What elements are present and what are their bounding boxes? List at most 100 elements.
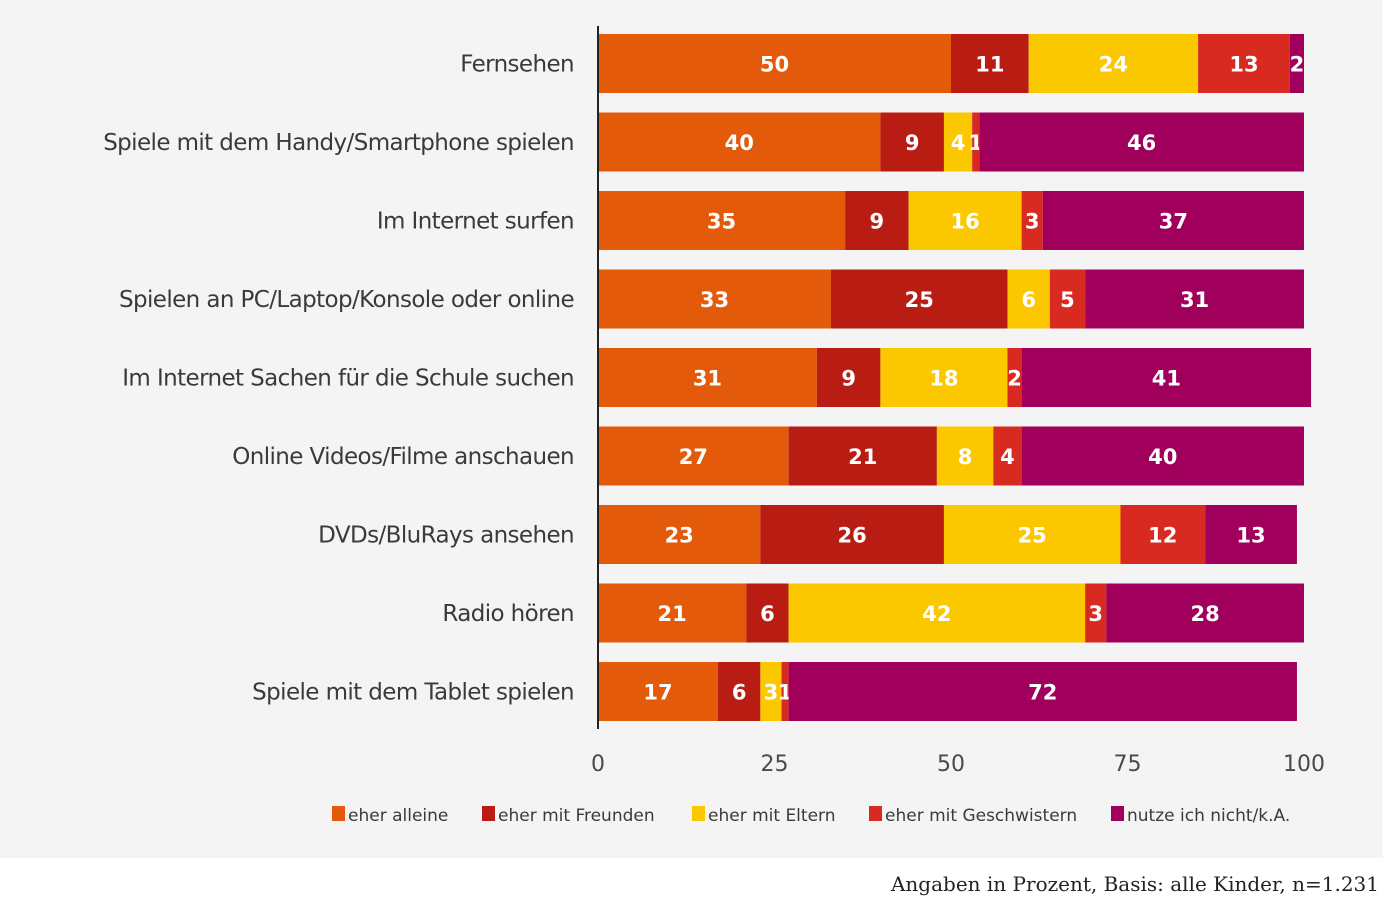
data-label: 72: [1028, 681, 1057, 705]
bar-segment: [1042, 191, 1304, 250]
data-label: 41: [1152, 367, 1181, 391]
data-label: 4: [1000, 445, 1015, 469]
category-label: Radio hören: [442, 601, 574, 627]
data-label: 25: [905, 288, 934, 312]
bar-segment: [598, 191, 846, 250]
data-label: 3: [764, 681, 779, 705]
bar-segment: [1106, 583, 1304, 643]
legend-label: eher mit Eltern: [708, 806, 836, 826]
data-label: 28: [1191, 602, 1220, 626]
bar-segment: [598, 269, 831, 329]
legend: eher alleine eher mit Freunden eher mit El…: [332, 806, 1290, 826]
category-label: Im Internet Sachen für die Schule suchen: [122, 366, 574, 392]
data-label: 23: [665, 524, 694, 548]
data-label: 26: [838, 524, 867, 548]
data-label: 27: [679, 445, 708, 469]
bar-segment: [936, 426, 994, 486]
category-label: Spielen an PC/Laptop/Konsole oder online: [119, 287, 574, 313]
bar-segment: [880, 112, 944, 172]
data-label: 5: [1060, 288, 1075, 312]
legend-label: eher alleine: [348, 806, 448, 826]
data-label: 9: [870, 210, 885, 234]
data-label: 6: [1021, 288, 1036, 312]
bar-segment: [598, 112, 881, 172]
bar-segment: [943, 112, 973, 172]
data-label: 17: [643, 681, 672, 705]
bar-segment: [1021, 191, 1043, 250]
bar-segment: [1021, 426, 1304, 486]
x-tick-label: 0: [591, 752, 605, 777]
data-label: 24: [1099, 53, 1128, 77]
bar-segment: [788, 583, 1086, 643]
bar-segment: [598, 662, 719, 721]
bar-segment: [788, 662, 1297, 721]
bar-segment: [979, 112, 1304, 172]
data-label: 12: [1148, 524, 1177, 548]
bar-segment: [816, 348, 881, 407]
bar-segment: [1021, 348, 1312, 407]
x-tick-label: 100: [1283, 752, 1325, 777]
category-label: DVDs/BluRays ansehen: [318, 523, 574, 549]
data-label: 31: [1180, 288, 1209, 312]
category-label: Online Videos/Filme anschauen: [232, 444, 574, 470]
x-axis: 0 25 50 75 100: [591, 26, 1325, 777]
bar-segment: [760, 505, 944, 564]
data-label: 46: [1127, 131, 1156, 155]
legend-label: nutze ich nicht/k.A.: [1127, 806, 1290, 826]
bar-segment: [1007, 348, 1022, 407]
bar-segment: [598, 583, 747, 643]
bar-segment: [943, 505, 1121, 564]
bar-segment: [845, 191, 909, 250]
data-label: 9: [841, 367, 856, 391]
bar-segment: [1289, 34, 1304, 93]
bar-segment: [788, 426, 937, 486]
category-label: Spiele mit dem Handy/Smartphone spielen: [103, 130, 574, 156]
data-label: 3: [1025, 210, 1040, 234]
data-label: 18: [929, 367, 958, 391]
bar-segment: [1198, 34, 1290, 93]
x-tick-label: 75: [1114, 752, 1142, 777]
data-label: 50: [760, 53, 789, 77]
data-label: 35: [707, 210, 736, 234]
bar-segment: [951, 34, 1029, 93]
bar-segment: [598, 348, 817, 407]
data-label: 6: [732, 681, 747, 705]
legend-label: eher mit Geschwistern: [885, 806, 1077, 826]
data-label: 40: [725, 131, 754, 155]
bar-segment: [1049, 269, 1086, 329]
bar-segment: [598, 34, 951, 93]
bar-segment: [1205, 505, 1297, 564]
legend-swatch: [869, 806, 882, 821]
data-label: 6: [760, 602, 775, 626]
bar-segment: [598, 505, 761, 564]
data-label: 42: [922, 602, 951, 626]
footer-note: Angaben in Prozent, Basis: alle Kinder, …: [890, 872, 1379, 896]
bar-segment: [1085, 583, 1107, 643]
bar-segment: [830, 269, 1008, 329]
data-label: 40: [1148, 445, 1177, 469]
bar-segment: [972, 112, 980, 172]
bar-segment: [760, 662, 782, 721]
bar-segment: [880, 348, 1008, 407]
data-label: 2: [1290, 53, 1305, 77]
data-label: 13: [1229, 53, 1258, 77]
data-label: 9: [905, 131, 920, 155]
bar-segment: [1028, 34, 1199, 93]
data-label: 13: [1236, 524, 1265, 548]
legend-swatch: [692, 806, 705, 821]
legend-label: eher mit Freunden: [498, 806, 655, 826]
bar-segment: [908, 191, 1022, 250]
data-label: 25: [1018, 524, 1047, 548]
data-label: 8: [958, 445, 973, 469]
data-label: 3: [1088, 602, 1103, 626]
data-label: 16: [951, 210, 980, 234]
data-label: 21: [658, 602, 687, 626]
data-label: 31: [693, 367, 722, 391]
legend-swatch: [332, 806, 345, 821]
data-label: 4: [951, 131, 966, 155]
x-tick-label: 50: [937, 752, 965, 777]
legend-swatch: [482, 806, 495, 821]
data-label: 21: [848, 445, 877, 469]
bar-segment: [1085, 269, 1304, 329]
data-label: 33: [700, 288, 729, 312]
